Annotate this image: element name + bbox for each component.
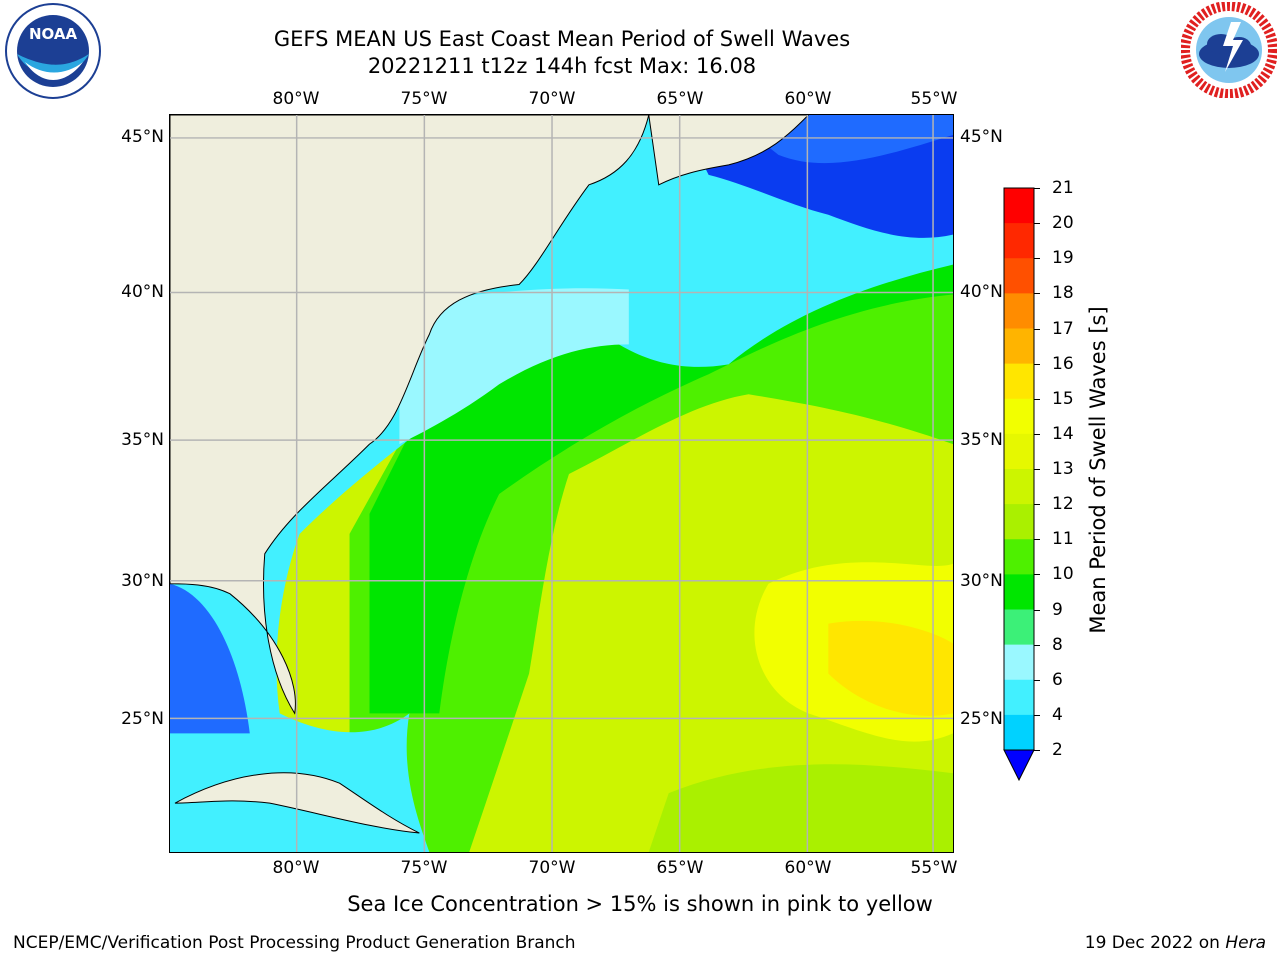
colorbar-segment [1004,258,1034,294]
colorbar-segment [1004,328,1034,365]
colorbar-tick-label: 12 [1052,494,1074,515]
colorbar-tick-label: 2 [1052,740,1063,760]
land-north-america [170,115,650,715]
colorbar-tick-mark [1034,539,1040,541]
colorbar-segment [1004,469,1034,505]
noaa-logo: NOAA [5,3,101,99]
lat-tick-right: 45°N [960,127,1003,147]
colorbar-tick-mark [1034,188,1040,189]
colorbar-segment [1004,188,1034,224]
colorbar-tick-mark [1034,574,1040,576]
colorbar-tick-mark [1034,714,1040,716]
lon-tick-top: 80°W [272,89,320,109]
lon-tick-bottom: 55°W [910,858,958,878]
colorbar-tick-mark [1034,750,1040,751]
colorbar-tick-mark [1034,469,1040,470]
colorbar-tick-label: 13 [1052,459,1074,479]
colorbar-tick-mark [1034,398,1040,400]
land-maritimes [648,115,810,186]
lat-tick-left: 40°N [121,282,164,302]
lat-tick-right: 25°N [960,709,1003,729]
colorbar-tick-mark [1034,609,1040,611]
colorbar-tick-label: 18 [1052,283,1074,304]
colorbar-segment [1004,293,1034,329]
graticule [170,115,953,852]
colorbar-tick-label: 19 [1052,248,1074,269]
lon-tick-bottom: 60°W [784,858,832,878]
lat-tick-left: 30°N [121,571,164,591]
colorbar-segment [1004,363,1034,400]
colorbar-segment [1004,539,1034,575]
colorbar [1003,187,1035,782]
lat-tick-left: 45°N [121,127,164,147]
lon-tick-bottom: 65°W [656,858,704,878]
colorbar-tick-mark [1034,679,1040,681]
footer-credit: NCEP/EMC/Verification Post Processing Pr… [13,933,576,953]
footer-date-text: 19 Dec 2022 on [1084,933,1226,953]
lon-tick-top: 65°W [656,89,704,109]
colorbar-tick-mark [1034,258,1040,260]
field-gulf-blue [170,583,250,734]
colorbar-segment [1004,609,1034,646]
lat-tick-left: 35°N [121,430,164,450]
colorbar-tick-label: 14 [1052,423,1074,444]
colorbar-segment [1004,504,1034,540]
lon-tick-top: 60°W [784,89,832,109]
field-south-green [648,764,953,852]
colorbar-segment [1004,644,1034,681]
colorbar-tick-mark [1034,644,1040,646]
colorbar-segment [1004,398,1034,435]
lon-tick-bottom: 70°W [528,858,576,878]
colorbar-tick-label: 17 [1052,318,1074,339]
chart-title: GEFS MEAN US East Coast Mean Period of S… [273,27,851,51]
colorbar-segment [1004,223,1034,259]
colorbar-tick-mark [1034,293,1040,295]
lat-tick-right: 40°N [960,282,1003,302]
colorbar-tick-mark [1034,223,1040,225]
lon-tick-bottom: 80°W [272,858,320,878]
colorbar-segment [1004,574,1034,610]
field-shelf-light [399,288,629,445]
colorbar-tick-label: 11 [1052,529,1074,550]
colorbar-tick-mark [1034,504,1040,506]
colorbar-segment [1004,679,1034,716]
colorbar-label: Mean Period of Swell Waves [s] [1086,306,1110,634]
colorbar-tick-label: 21 [1052,178,1074,198]
sea-ice-caption: Sea Ice Concentration > 15% is shown in … [347,892,933,916]
chart-subtitle: 20221211 t12z 144h fcst Max: 16.08 [367,54,757,78]
lon-tick-top: 70°W [528,89,576,109]
lat-tick-left: 25°N [121,709,164,729]
map-panel [169,114,954,853]
footer-host: Hera [1225,933,1266,953]
colorbar-extend-min [1003,749,1035,782]
colorbar-tick-label: 16 [1052,353,1074,374]
colorbar-tick-mark [1034,328,1040,330]
national-weather-service-logo [1181,2,1277,98]
lon-tick-bottom: 75°W [400,858,448,878]
svg-text:NOAA: NOAA [29,25,78,43]
lat-tick-right: 30°N [960,571,1003,591]
lat-tick-right: 35°N [960,430,1003,450]
lon-tick-top: 55°W [910,89,958,109]
colorbar-tick-label: 20 [1052,213,1074,234]
colorbar-tick-label: 9 [1052,599,1063,620]
colorbar-tick-label: 6 [1052,669,1063,690]
colorbar-tick-label: 8 [1052,634,1063,655]
colorbar-tick-label: 4 [1052,704,1063,725]
colorbar-tick-mark [1034,433,1040,435]
footer-date: 19 Dec 2022 on Hera [1085,933,1266,953]
field-max-period [828,620,953,716]
colorbar-tick-label: 10 [1052,564,1074,585]
colorbar-segment [1004,433,1034,470]
lon-tick-top: 75°W [400,89,448,109]
colorbar-tick-mark [1034,363,1040,365]
colorbar-tick-label: 15 [1052,388,1074,409]
colorbar-segment [1004,714,1034,751]
